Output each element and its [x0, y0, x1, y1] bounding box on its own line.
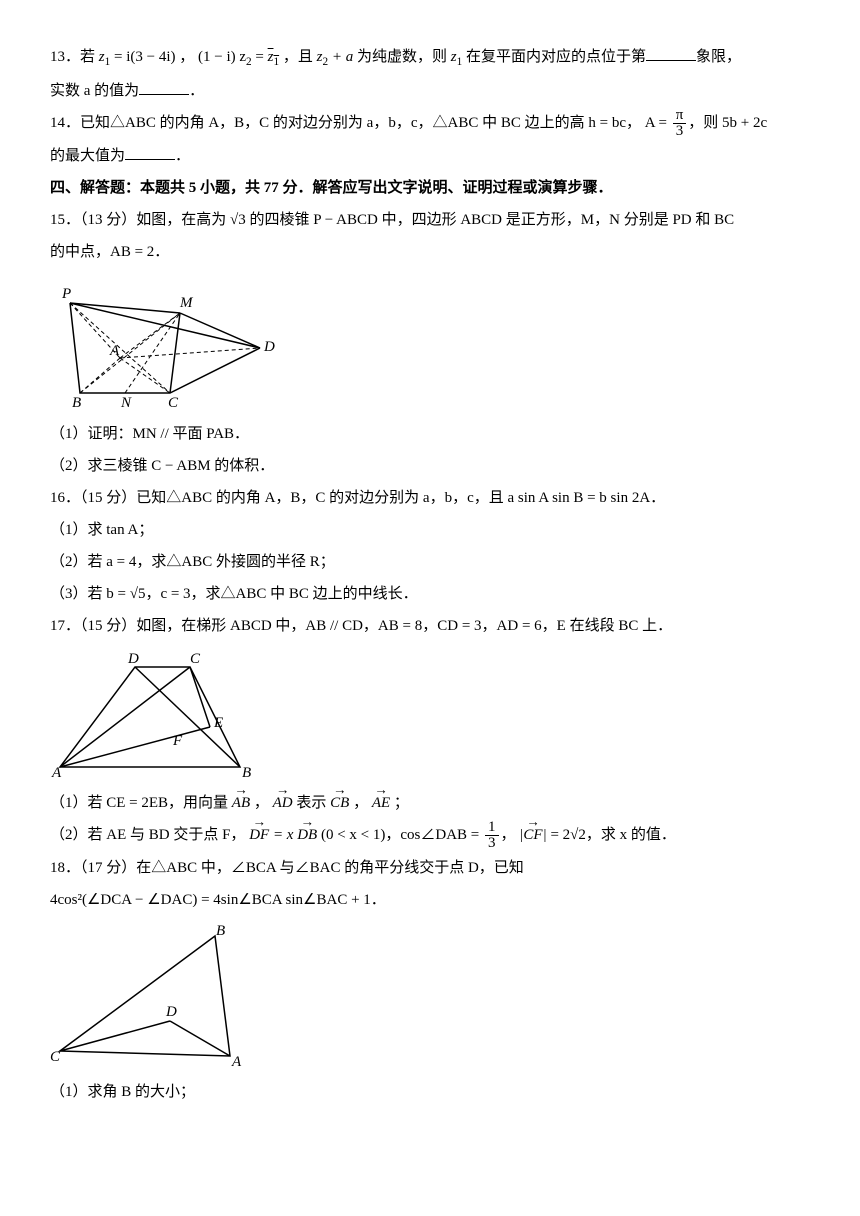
q15-p2: （2）求三棱锥 C − ABM 的体积． [50, 451, 810, 481]
question-13: 13．若 z1 = i(3 − 4i) ， (1 − i) z2 = z1 ，且… [50, 42, 810, 74]
question-13-line2: 实数 a 的值为． [50, 76, 810, 106]
q16-p3: （3）若 b = √5，c = 3，求△ABC 中 BC 边上的中线长． [50, 579, 810, 609]
svg-text:C: C [50, 1049, 61, 1065]
vector-df: DF [249, 820, 269, 850]
blank-max-value [125, 144, 175, 160]
vector-ab: AB [232, 788, 250, 818]
svg-text:D: D [127, 651, 139, 667]
vector-ae: AE [372, 788, 390, 818]
question-16: 16．（15 分）已知△ABC 的内角 A，B，C 的对边分别为 a，b，c，且… [50, 483, 810, 513]
svg-text:C: C [168, 395, 179, 411]
frac-pi-3: π3 [673, 108, 687, 139]
blank-quadrant [646, 45, 696, 61]
q16-p1: （1）求 tan A； [50, 515, 810, 545]
svg-text:A: A [231, 1054, 242, 1070]
q13-z1: z1 = i(3 − 4i) [99, 49, 179, 65]
q15-p1: （1）证明：MN // 平面 PAB． [50, 419, 810, 449]
frac-1-3: 13 [485, 820, 499, 851]
question-14-line2: 的最大值为． [50, 141, 810, 171]
svg-text:D: D [263, 339, 275, 355]
section-4-title: 四、解答题：本题共 5 小题，共 77 分．解答应写出文字说明、证明过程或演算步… [50, 173, 810, 203]
svg-text:D: D [165, 1004, 177, 1020]
q13-z2eq: (1 − i) z2 = z1 [198, 49, 283, 65]
svg-text:B: B [72, 395, 81, 411]
question-15: 15．（13 分）如图，在高为 √3 的四棱锥 P − ABCD 中，四边形 A… [50, 205, 810, 235]
figure-q17: A B C D E F [50, 647, 270, 782]
question-14: 14．已知△ABC 的内角 A，B，C 的对边分别为 a，b，c，△ABC 中 … [50, 108, 810, 139]
svg-text:N: N [120, 395, 132, 411]
vector-ad: AD [273, 788, 293, 818]
vector-cb: CB [330, 788, 349, 818]
question-17: 17．（15 分）如图，在梯形 ABCD 中，AB // CD，AB = 8，C… [50, 611, 810, 641]
vector-db: DB [297, 820, 317, 850]
q18-p1: （1）求角 B 的大小； [50, 1077, 810, 1107]
vector-cf: CF [523, 820, 542, 850]
svg-text:F: F [172, 733, 183, 749]
blank-a-value [139, 79, 189, 95]
question-15-line2: 的中点，AB = 2． [50, 237, 810, 267]
q16-p2: （2）若 a = 4，求△ABC 外接圆的半径 R； [50, 547, 810, 577]
svg-text:A: A [109, 343, 120, 359]
q17-p2: （2）若 AE 与 BD 交于点 F， DF = x DB (0 < x < 1… [50, 820, 810, 851]
question-18: 18．（17 分）在△ABC 中，∠BCA 与∠BAC 的角平分线交于点 D，已… [50, 853, 810, 883]
figure-q15: P M A D B N C [50, 273, 280, 413]
q17-p1: （1）若 CE = 2EB，用向量 AB ， AD 表示 CB ， AE ； [50, 788, 810, 818]
figure-q18: B C A D [50, 921, 260, 1071]
q13-prefix: 13．若 [50, 49, 99, 65]
svg-text:E: E [213, 715, 223, 731]
svg-text:M: M [179, 295, 194, 311]
svg-text:A: A [51, 765, 62, 781]
svg-text:C: C [190, 651, 201, 667]
q18-eqn: 4cos²(∠DCA − ∠DAC) = 4sin∠BCA sin∠BAC + … [50, 885, 810, 915]
svg-text:P: P [61, 286, 71, 302]
svg-text:B: B [216, 923, 225, 939]
